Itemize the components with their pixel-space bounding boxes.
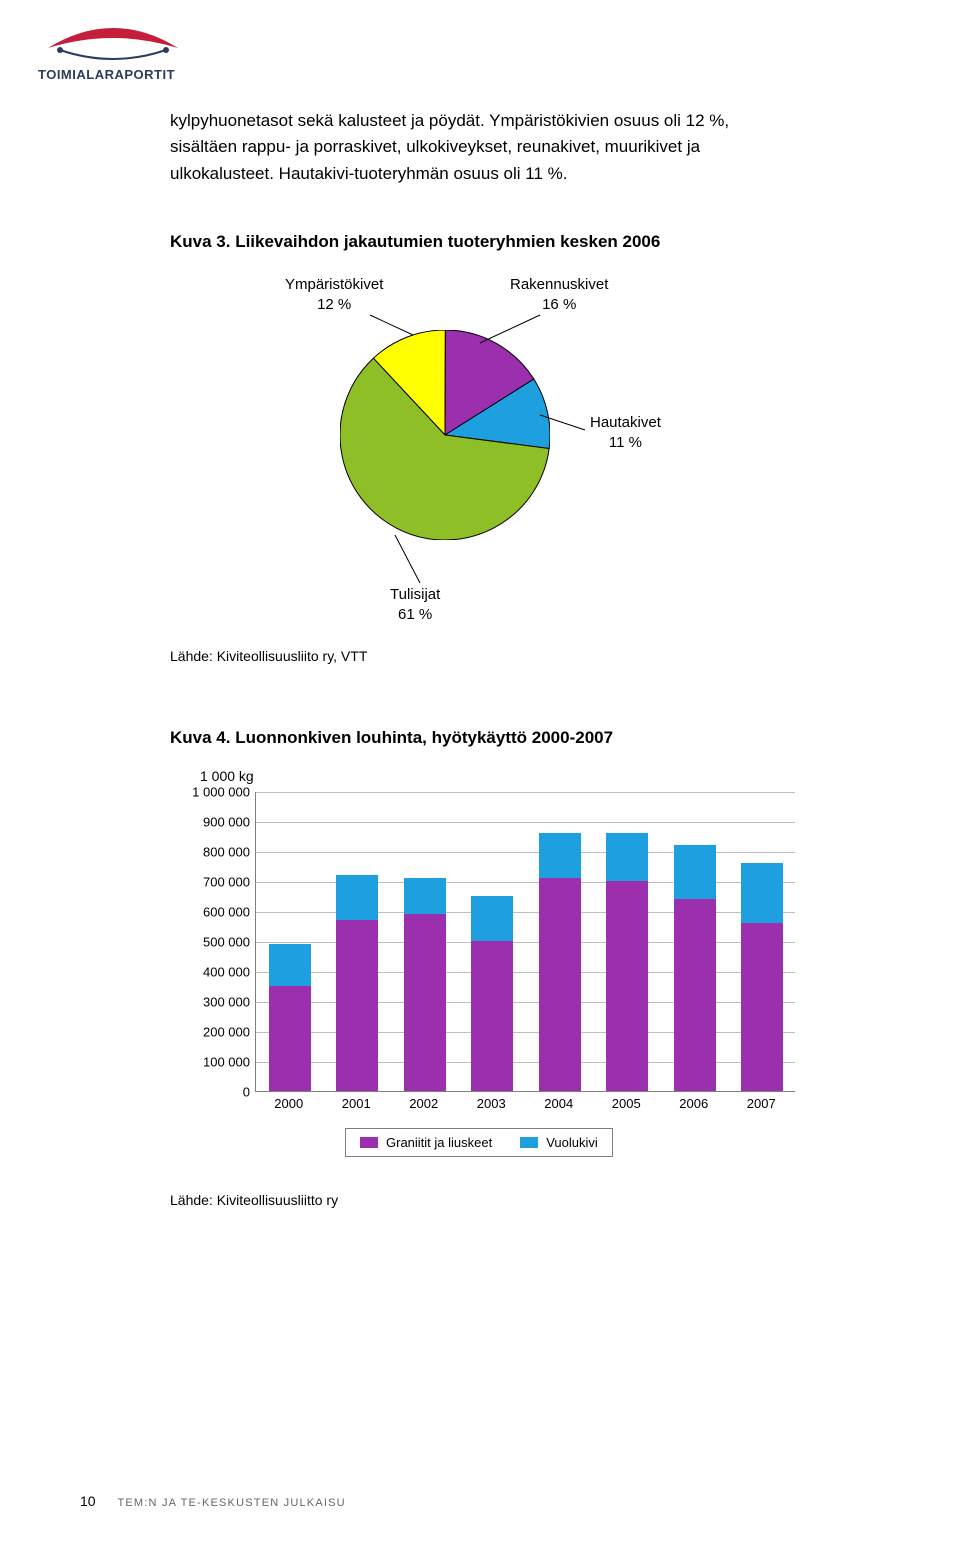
bar-segment [269,986,311,1091]
legend-swatch-vuolukivi [520,1137,538,1148]
bar-segment [606,881,648,1091]
logo-swoosh-icon [38,20,188,60]
legend-item-vuolukivi: Vuolukivi [520,1135,598,1150]
figure-4-bar-chart: 1 000 kg 0100 000200 000300 000400 00050… [170,768,810,1188]
pie-label-rakennuskivet: Rakennuskivet 16 % [510,275,608,314]
bar-xtick: 2001 [342,1096,371,1111]
bar-ytick: 1 000 000 [160,785,250,800]
bar-segment [606,833,648,881]
bar-xtick: 2002 [409,1096,438,1111]
bar-chart-unit: 1 000 kg [200,768,254,784]
figure-3-pie-chart: Ympäristökivet 12 % Rakennuskivet 16 % H… [170,275,790,645]
bar-segment [674,845,716,899]
bar-xtick: 2006 [679,1096,708,1111]
bar-segment [539,878,581,1091]
bar-chart-legend: Graniitit ja liuskeet Vuolukivi [345,1128,613,1157]
figure-3-source: Lähde: Kiviteollisuusliito ry, VTT [170,648,367,664]
bar-segment [539,833,581,878]
brand-logo: TOIMIALARAPORTIT [38,20,188,82]
bar-xtick: 2007 [747,1096,776,1111]
bar-ytick: 200 000 [160,1025,250,1040]
body-paragraph: kylpyhuonetasot sekä kalusteet ja pöydät… [170,108,790,187]
bar-gridline [256,822,795,823]
bar-segment [336,920,378,1091]
bar-segment [674,899,716,1091]
pie-label-tulisijat: Tulisijat 61 % [390,585,440,624]
bar-xtick: 2005 [612,1096,641,1111]
bar-ytick: 300 000 [160,995,250,1010]
pie-chart-svg [340,330,550,540]
bar-segment [741,923,783,1091]
legend-item-graniitit: Graniitit ja liuskeet [360,1135,492,1150]
bar-segment [741,863,783,923]
bar-xtick: 2003 [477,1096,506,1111]
bar-ytick: 0 [160,1085,250,1100]
bar-xtick: 2004 [544,1096,573,1111]
bar-segment [404,914,446,1091]
bar-segment [404,878,446,914]
legend-swatch-graniitit [360,1137,378,1148]
bar-segment [471,941,513,1091]
bar-ytick: 800 000 [160,845,250,860]
bar-chart-plot-area [255,792,795,1092]
figure-4-source: Lähde: Kiviteollisuusliitto ry [170,1192,338,1208]
bar-ytick: 700 000 [160,875,250,890]
pie-label-ymparistokivet: Ympäristökivet 12 % [285,275,383,314]
bar-gridline [256,792,795,793]
page: TOIMIALARAPORTIT kylpyhuonetasot sekä ka… [0,0,960,1549]
page-footer: 10 TEM:N JA TE-KESKUSTEN JULKAISU [80,1493,346,1509]
figure-4-title: Kuva 4. Luonnonkiven louhinta, hyötykäyt… [170,728,613,748]
bar-ytick: 400 000 [160,965,250,980]
bar-ytick: 100 000 [160,1055,250,1070]
pie-label-hautakivet: Hautakivet 11 % [590,413,661,452]
page-number: 10 [80,1493,96,1509]
bar-segment [269,944,311,986]
bar-ytick: 500 000 [160,935,250,950]
bar-xtick: 2000 [274,1096,303,1111]
brand-name: TOIMIALARAPORTIT [38,67,188,82]
figure-3-title: Kuva 3. Liikevaihdon jakautumien tuotery… [170,232,660,252]
bar-segment [336,875,378,920]
publication-name: TEM:N JA TE-KESKUSTEN JULKAISU [117,1497,345,1509]
bar-ytick: 600 000 [160,905,250,920]
bar-segment [471,896,513,941]
bar-ytick: 900 000 [160,815,250,830]
